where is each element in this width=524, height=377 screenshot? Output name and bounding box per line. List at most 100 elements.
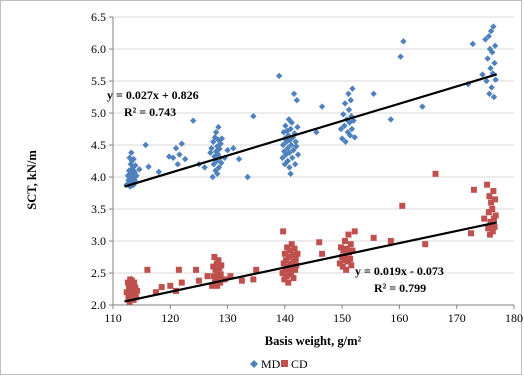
x-tick-label: 140 <box>276 311 294 325</box>
md-point <box>212 129 220 136</box>
cd-point <box>132 284 139 291</box>
y-tick-label: 5.5 <box>91 74 106 88</box>
cd-point <box>144 266 151 273</box>
y-tick-label: 4.5 <box>91 138 106 152</box>
cd-point <box>347 255 354 262</box>
md-point <box>176 151 183 158</box>
cd-point <box>214 282 221 289</box>
md-point <box>341 122 348 129</box>
cd-point <box>288 271 295 278</box>
cd-point <box>285 254 292 260</box>
cd-point <box>481 215 488 222</box>
md-point <box>215 164 223 171</box>
cd-point <box>492 196 499 203</box>
md-point <box>342 138 349 145</box>
md-point <box>287 170 294 177</box>
cd-point <box>470 186 477 193</box>
md-point <box>130 155 137 163</box>
md-point <box>397 53 404 60</box>
cd-point <box>488 199 495 206</box>
cd-point <box>340 247 347 254</box>
cd-point <box>178 279 185 286</box>
trendlines <box>124 73 498 303</box>
cd-point <box>292 266 299 273</box>
md-point <box>288 119 295 126</box>
md-point <box>489 49 496 56</box>
md-point <box>351 134 358 141</box>
md-point <box>208 145 215 152</box>
md-point <box>469 40 476 48</box>
cd-point <box>217 279 224 286</box>
md-point <box>337 125 345 133</box>
md-point <box>218 135 226 142</box>
md-point <box>318 103 326 110</box>
md-point <box>487 65 494 72</box>
cd-point <box>280 228 287 235</box>
md-point <box>289 154 296 161</box>
cd-point <box>487 218 494 225</box>
cd-point <box>126 298 133 305</box>
cd-point <box>250 276 257 283</box>
md-point <box>218 159 225 167</box>
cd-point <box>217 271 224 278</box>
md-point <box>275 72 283 80</box>
md-point <box>482 36 489 43</box>
cd-point <box>343 266 350 273</box>
md-point <box>133 172 140 179</box>
cd-point <box>212 266 219 273</box>
md-point <box>136 166 143 173</box>
cd-point <box>209 282 216 289</box>
legend: MD CD <box>250 357 308 371</box>
cd-point <box>316 239 323 246</box>
md-point <box>190 117 197 124</box>
md-point <box>172 145 180 152</box>
cd-point <box>167 282 174 289</box>
y-tick-label: 6.0 <box>91 42 106 56</box>
cd-point <box>432 170 439 177</box>
cd-point <box>387 238 394 244</box>
cd-point <box>158 284 165 291</box>
cd-point <box>290 275 297 282</box>
md-point <box>292 138 299 145</box>
md-point <box>145 163 152 170</box>
cd-point <box>489 206 496 212</box>
md-point <box>155 168 163 176</box>
md-point <box>207 149 214 156</box>
cd-point <box>131 279 138 286</box>
md-point <box>142 141 149 149</box>
md-point <box>174 161 181 168</box>
cd-point <box>486 231 493 238</box>
md-point <box>287 141 295 149</box>
cd-point <box>346 249 353 256</box>
md-equation: y = 0.027x + 0.826 <box>107 88 199 102</box>
cd-point <box>283 257 290 264</box>
cd-point <box>283 273 290 280</box>
cd-point <box>348 262 355 269</box>
cd-point <box>343 245 350 252</box>
md-point <box>294 151 302 158</box>
md-point <box>348 125 356 133</box>
cd-point <box>485 209 492 216</box>
cd-point <box>282 266 289 273</box>
md-point <box>492 76 499 83</box>
md-point <box>284 157 291 165</box>
cd-point <box>422 241 429 248</box>
cd-point <box>285 279 292 286</box>
cd-point <box>195 277 202 284</box>
md-point <box>250 113 257 120</box>
cd-point <box>337 244 344 251</box>
md-point <box>313 129 320 136</box>
cd-point <box>347 241 354 248</box>
md-point <box>347 97 354 104</box>
md-point <box>215 123 222 131</box>
cd-point <box>341 257 348 264</box>
md-point <box>349 85 356 92</box>
md-point <box>169 154 177 161</box>
cd-point <box>227 273 234 280</box>
md-point <box>491 59 498 67</box>
md-point <box>216 145 223 153</box>
md-point <box>290 90 298 97</box>
x-tick-label: 150 <box>333 311 351 325</box>
cd-trendline <box>124 221 498 303</box>
md-point <box>491 42 499 49</box>
